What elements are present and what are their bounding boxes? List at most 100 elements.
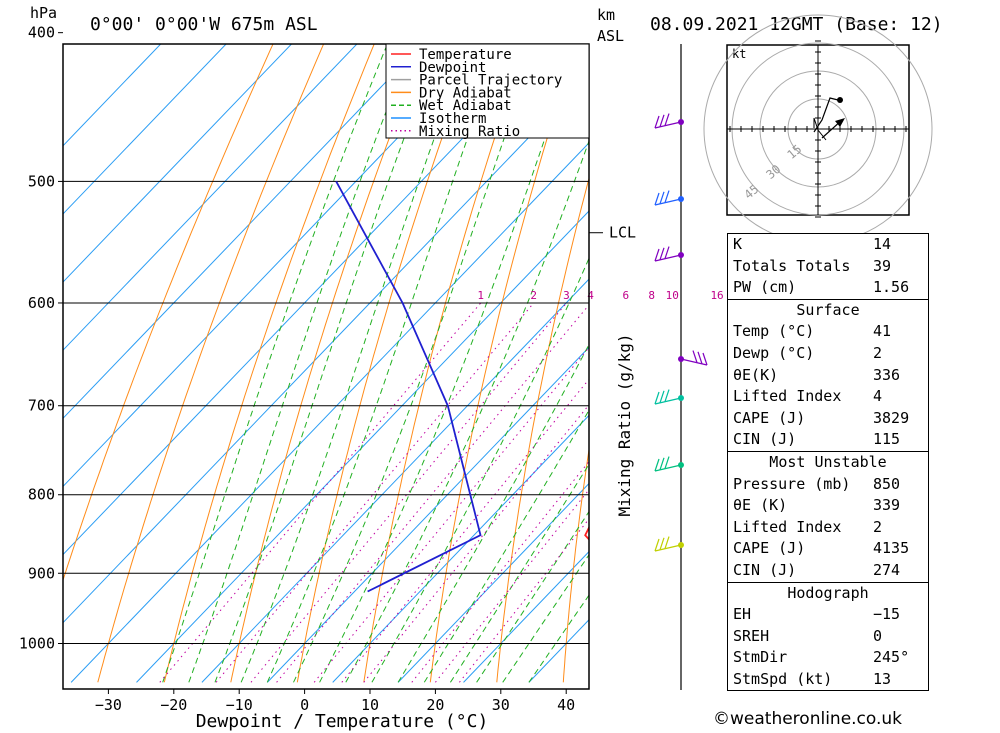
hodograph-end-dot xyxy=(837,97,843,103)
isotherm-lines xyxy=(63,44,589,683)
wet-adiabat-line xyxy=(214,44,441,683)
index-label: Pressure (mb) xyxy=(733,474,851,493)
legend-label: Wet Adiabat xyxy=(419,98,512,114)
legend-label: Mixing Ratio xyxy=(419,124,520,140)
mixing-ratio-lines xyxy=(159,302,589,683)
dry-adiabat-line xyxy=(562,446,589,683)
stability-indices-table: K 14 Totals Totals 39 PW (cm) 1.56 Surface Temp… xyxy=(727,233,929,692)
wet-adiabat-line xyxy=(345,139,589,683)
index-section-title: Hodograph xyxy=(728,581,928,605)
wet-adiabat-line xyxy=(528,594,589,683)
wet-adiabat-line xyxy=(319,44,579,683)
x-axis-label: Dewpoint / Temperature (°C) xyxy=(196,711,489,732)
isobar-lines xyxy=(63,180,589,644)
index-value: 14 xyxy=(873,235,892,253)
x-tick-label: 10 xyxy=(361,696,379,714)
mixing-ratio-line xyxy=(250,302,567,683)
wind-barb-feather xyxy=(659,390,665,403)
index-value: 0 xyxy=(873,626,883,645)
pressure-tick-label: 700 xyxy=(28,397,55,415)
wind-barb-feather xyxy=(664,246,670,259)
wind-barb-feather xyxy=(654,538,660,552)
x-axis-ticks: −30 −20 −10 0 10 20 30 40 xyxy=(95,689,575,714)
wind-barb-feather xyxy=(664,536,670,549)
mixing-ratio-line xyxy=(459,518,589,683)
index-label: CAPE (J) xyxy=(733,408,806,427)
datetime-title: 08.09.2021 12GMT (Base: 12) xyxy=(650,14,943,35)
index-row: PW (cm) 1.56 xyxy=(728,277,928,299)
legend-label: Parcel Trajectory xyxy=(419,73,562,89)
index-value: −15 xyxy=(873,605,901,624)
index-value: 274 xyxy=(873,560,901,579)
dry-adiabat-line xyxy=(63,44,274,582)
legend-box xyxy=(385,43,590,139)
x-tick-label: 0 xyxy=(300,696,309,714)
wind-barb-feather xyxy=(654,192,660,206)
index-value: 4 xyxy=(873,387,883,406)
index-row: Lifted Index 4 xyxy=(728,386,928,408)
index-value: 13 xyxy=(873,669,892,688)
isotherm-line xyxy=(136,210,589,683)
wet-adiabat-line xyxy=(240,44,470,683)
lcl-marker: LCL xyxy=(589,224,636,242)
wind-barb xyxy=(654,190,684,206)
wind-barb-shaft xyxy=(654,464,682,472)
wet-adiabat-line xyxy=(162,44,388,683)
wind-barb-feather xyxy=(664,389,670,402)
unit-km: km xyxy=(597,6,615,24)
x-tick-label: 20 xyxy=(426,696,444,714)
hodograph-unit: kt xyxy=(732,47,746,61)
wind-barb xyxy=(654,389,684,405)
index-value: 4135 xyxy=(873,539,910,558)
pressure-tick-label: 1000 xyxy=(19,635,55,653)
index-label: K xyxy=(733,235,743,253)
index-row: θE (K) 339 xyxy=(728,495,928,517)
mixing-ratio-labels: 12346810162025 xyxy=(477,289,768,302)
wind-barb-shaft xyxy=(654,198,682,206)
index-label: Lifted Index xyxy=(733,517,842,536)
wind-barb xyxy=(654,113,684,129)
isotherm-line xyxy=(63,44,424,420)
index-row: CIN (J) 115 xyxy=(728,429,928,451)
index-label: StmSpd (kt) xyxy=(733,669,833,688)
index-value: 245° xyxy=(873,648,910,667)
lcl-label: LCL xyxy=(609,224,636,242)
index-row: StmSpd (kt) 13 xyxy=(728,669,928,691)
legend-label: Temperature xyxy=(419,47,512,63)
x-tick-label: 40 xyxy=(557,696,575,714)
isotherm-line xyxy=(63,44,293,283)
wind-barb-shaft xyxy=(654,544,682,552)
index-value: 1.56 xyxy=(873,278,910,297)
wind-barb-feather xyxy=(664,113,670,126)
index-value: 336 xyxy=(873,365,901,384)
legend-label: Dry Adiabat xyxy=(419,85,512,101)
mixing-ratio-label: 10 xyxy=(666,289,679,302)
index-label: PW (cm) xyxy=(733,278,797,297)
index-label: θE(K) xyxy=(733,365,779,384)
storm-motion-arrowhead xyxy=(835,118,845,127)
pressure-tick-label: 800 xyxy=(28,486,55,504)
index-label: SREH xyxy=(733,626,770,645)
x-tick-label: −30 xyxy=(95,696,122,714)
wind-barb xyxy=(678,350,708,366)
dewpoint-line xyxy=(335,180,482,593)
mixing-ratio-label: 8 xyxy=(648,289,655,302)
mixing-ratio-label: 6 xyxy=(622,289,629,302)
pressure-tick-label: 600 xyxy=(28,294,55,312)
mixing-ratio-label: 4 xyxy=(587,289,594,302)
index-section-title: Most Unstable xyxy=(728,450,928,474)
wind-barb-shaft xyxy=(654,397,682,405)
isotherm-line xyxy=(63,74,589,624)
wind-barb-feather xyxy=(654,391,660,405)
mixing-ratio-axis-label: Mixing Ratio (g/kg) xyxy=(615,333,634,516)
index-value: 2 xyxy=(873,517,883,536)
isotherm-line xyxy=(332,414,589,683)
wind-barb-feather xyxy=(659,457,665,470)
index-row: SREH 0 xyxy=(728,626,928,648)
dry-adiabat-line xyxy=(97,44,325,683)
index-row: Dewp (°C) 2 xyxy=(728,343,928,365)
pressure-tick-label: 400 xyxy=(28,24,55,42)
wind-barb-shaft xyxy=(654,254,682,262)
index-label: CIN (J) xyxy=(733,430,797,449)
